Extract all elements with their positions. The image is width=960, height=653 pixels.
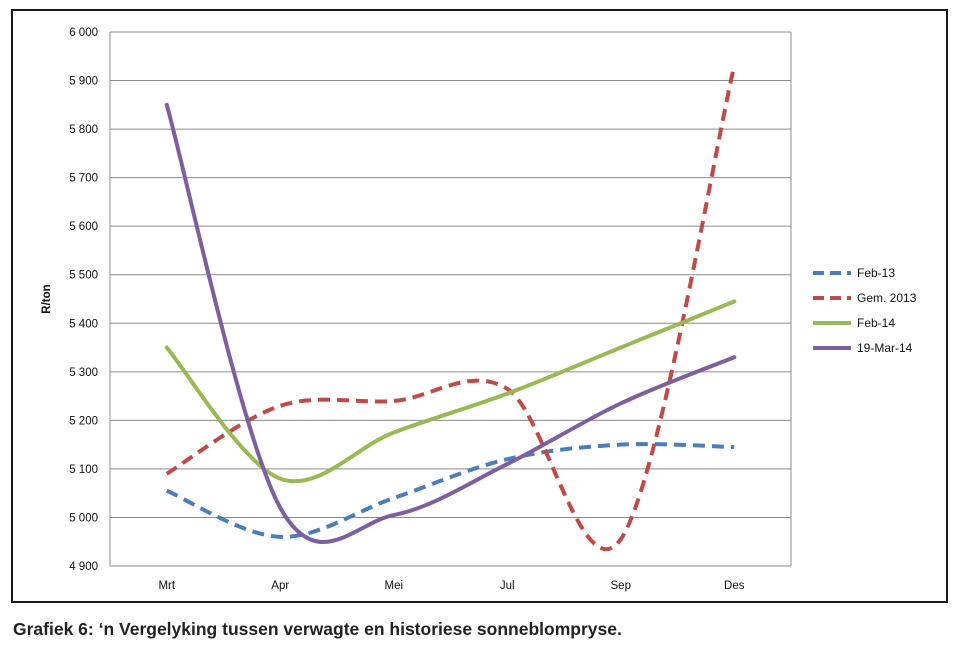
- chart-frame: 4 900 5 000 5 100 5 200 5 300 5 400 5 500 5 600…: [11, 9, 948, 603]
- x-tick-label: Apr: [271, 580, 289, 592]
- y-tick-label: 5 300: [69, 367, 98, 379]
- y-tick-label: 5 900: [69, 76, 98, 88]
- y-tick-label: 5 800: [69, 124, 98, 136]
- x-tick-label: Des: [724, 580, 745, 592]
- legend: Feb-13 Gem. 2013 Feb-14 19-Mar-14: [813, 266, 917, 355]
- y-tick-label: 5 600: [69, 221, 98, 233]
- y-tick-label: 6 000: [69, 27, 98, 39]
- y-tick-label: 5 400: [69, 318, 98, 330]
- y-tick-label: 5 200: [69, 415, 98, 427]
- x-axis-ticks: Mrt Apr Mei Jul Sep Des: [158, 580, 744, 592]
- legend-item-19-mar-14: 19-Mar-14: [813, 341, 913, 355]
- x-tick-label: Sep: [611, 580, 631, 592]
- y-axis-label: R/ton: [41, 284, 53, 313]
- series-line-feb-14: [164, 299, 737, 484]
- y-tick-label: 5 500: [69, 270, 98, 282]
- x-tick-label: Jul: [500, 580, 515, 592]
- legend-item-gem-2013: Gem. 2013: [813, 291, 917, 305]
- legend-label: Feb-13: [857, 266, 895, 280]
- x-tick-label: Mei: [384, 580, 403, 592]
- y-tick-label: 5 700: [69, 173, 98, 185]
- legend-item-feb-14: Feb-14: [813, 316, 895, 330]
- legend-item-feb-13: Feb-13: [813, 266, 895, 280]
- y-axis-ticks: 4 900 5 000 5 100 5 200 5 300 5 400 5 500 5 600…: [69, 27, 98, 573]
- series-line-gem-2013: [165, 65, 737, 552]
- series-line-feb-13: [165, 442, 735, 539]
- legend-label: Feb-14: [857, 316, 895, 330]
- line-chart: 4 900 5 000 5 100 5 200 5 300 5 400 5 500 5 600…: [41, 27, 917, 592]
- series-lines: [164, 65, 737, 552]
- y-tick-label: 5 000: [69, 512, 98, 524]
- legend-label: 19-Mar-14: [857, 341, 913, 355]
- series-line-19-mar-14: [164, 102, 737, 544]
- gridlines: [109, 31, 792, 567]
- x-tick-label: Mrt: [158, 580, 175, 592]
- legend-label: Gem. 2013: [857, 291, 917, 305]
- y-tick-label: 4 900: [69, 561, 98, 573]
- y-tick-label: 5 100: [69, 464, 98, 476]
- chart-caption: Grafiek 6: ‘n Vergelyking tussen verwagt…: [13, 619, 622, 639]
